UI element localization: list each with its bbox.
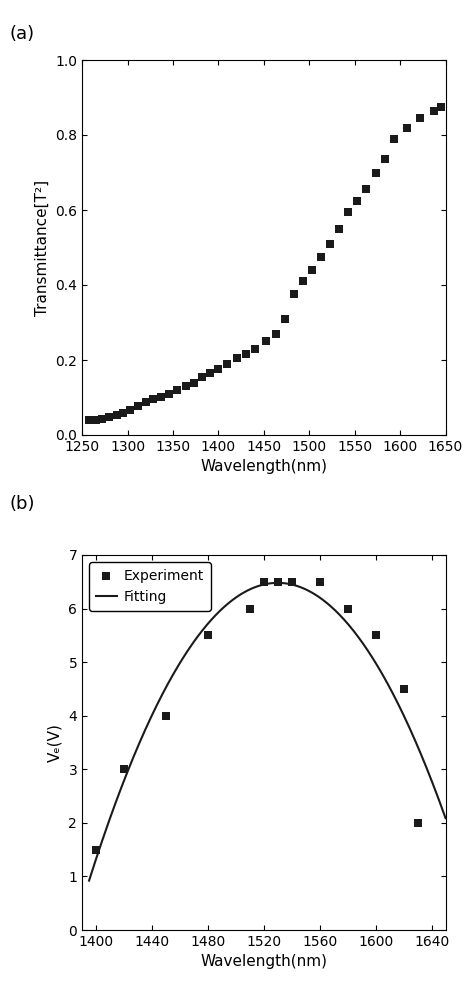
Point [149, 391, 157, 407]
Point [354, 193, 361, 209]
Text: (a): (a) [9, 25, 35, 43]
Point [119, 404, 127, 420]
Point [224, 356, 231, 372]
Fitting [230, 593, 236, 605]
Experiment [246, 601, 254, 617]
Point [251, 341, 258, 357]
Point [345, 204, 352, 220]
Fitting [371, 654, 377, 666]
Point [262, 333, 269, 349]
Experiment [414, 815, 421, 831]
Point [430, 103, 438, 119]
Experiment [344, 601, 351, 617]
Point [206, 365, 214, 381]
Point [390, 131, 398, 147]
Point [174, 382, 181, 398]
Experiment [204, 627, 212, 643]
Point [416, 110, 424, 126]
Experiment [288, 574, 295, 590]
Point [233, 350, 240, 366]
Point [437, 99, 445, 115]
Fitting [443, 812, 448, 824]
Point [290, 286, 297, 302]
Point [372, 164, 379, 180]
Point [106, 409, 113, 425]
Point [113, 407, 121, 423]
Point [86, 412, 93, 428]
Text: (b): (b) [9, 495, 35, 513]
Point [335, 221, 343, 237]
Fitting [86, 875, 92, 887]
Fitting [243, 585, 249, 597]
Experiment [260, 574, 267, 590]
Point [272, 326, 280, 342]
Point [404, 119, 411, 135]
X-axis label: Wavelength(nm): Wavelength(nm) [200, 459, 327, 474]
Point [318, 249, 325, 265]
Point [92, 412, 99, 428]
Point [134, 398, 141, 414]
Point [98, 411, 106, 427]
Experiment [92, 842, 100, 858]
Point [281, 311, 288, 327]
Point [182, 378, 189, 394]
Point [166, 386, 173, 402]
Fitting [332, 603, 337, 615]
Point [381, 151, 388, 167]
Point [242, 346, 250, 362]
Line: Fitting: Fitting [89, 583, 446, 881]
Fitting [123, 771, 129, 783]
Experiment [372, 627, 379, 643]
Point [158, 389, 165, 405]
Point [190, 374, 197, 390]
Fitting [364, 644, 370, 656]
Point [127, 401, 134, 418]
Experiment [162, 708, 170, 724]
Point [198, 369, 206, 385]
Y-axis label: Transmittance[T²]: Transmittance[T²] [35, 179, 50, 316]
Experiment [274, 574, 281, 590]
Experiment [316, 574, 324, 590]
X-axis label: Wavelength(nm): Wavelength(nm) [200, 954, 327, 969]
Point [299, 273, 307, 289]
Experiment [120, 761, 128, 777]
Fitting [275, 577, 280, 589]
Point [363, 181, 370, 197]
Y-axis label: Vₑ(V): Vₑ(V) [48, 723, 63, 762]
Experiment [400, 681, 408, 697]
Legend: Experiment, Fitting: Experiment, Fitting [89, 562, 211, 611]
Point [326, 236, 334, 252]
Point [142, 394, 150, 410]
Point [215, 361, 222, 377]
Point [308, 262, 316, 278]
